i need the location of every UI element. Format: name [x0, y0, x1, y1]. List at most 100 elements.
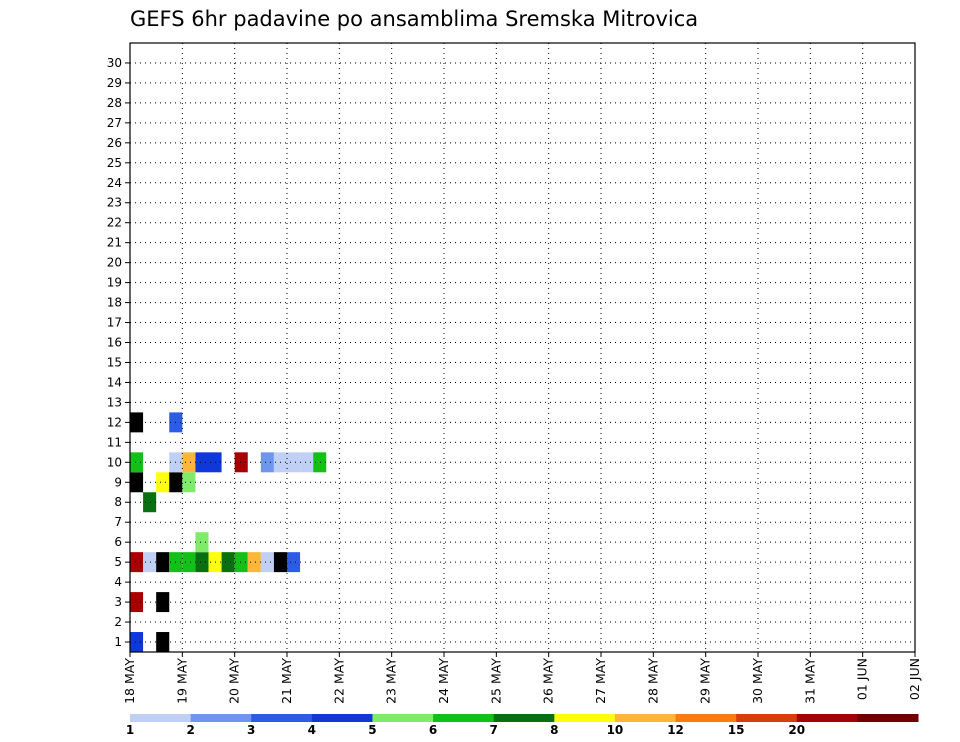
colorbar-label: 2	[186, 723, 194, 737]
colorbar-swatch	[433, 714, 495, 722]
colorbar-label: 10	[607, 723, 624, 737]
colorbar-swatch	[675, 714, 737, 722]
heatmap-cell	[195, 552, 209, 573]
heatmap-cell	[234, 452, 248, 473]
heatmap-cell	[156, 592, 170, 613]
heatmap-cell	[300, 452, 314, 473]
heatmap-cells	[130, 412, 327, 652]
colorbar-label: 15	[728, 723, 745, 737]
colorbar-swatch	[190, 714, 252, 722]
heatmap-cell	[234, 552, 248, 573]
x-tick-label: 02 JUN	[907, 658, 922, 700]
y-tick-label: 19	[107, 276, 122, 290]
heatmap-cell	[195, 452, 209, 473]
y-tick-label: 23	[107, 196, 122, 210]
colorbar-label: 1	[126, 723, 134, 737]
colorbar-swatch	[130, 714, 192, 722]
y-tick-label: 10	[107, 455, 122, 469]
plot-frame	[129, 42, 916, 653]
heatmap-cell	[182, 472, 196, 493]
x-tick-label: 28 MAY	[645, 658, 660, 704]
heatmap-cell	[156, 552, 170, 573]
y-tick-label: 5	[114, 555, 122, 569]
x-tick-label: 19 MAY	[174, 658, 189, 704]
x-tick-label: 24 MAY	[436, 658, 451, 704]
y-tick-label: 13	[107, 395, 122, 409]
colorbar-swatch	[614, 714, 677, 722]
heatmap-cell	[195, 532, 209, 553]
gridlines	[129, 43, 916, 652]
x-tick-label: 21 MAY	[279, 658, 294, 704]
heatmap-cell	[182, 552, 196, 573]
heatmap-cell	[130, 552, 144, 573]
x-tick-label: 22 MAY	[331, 658, 346, 704]
colorbar: 1 2 3 4 5 6 7 8 10 12 15 20	[126, 714, 919, 737]
heatmap-cell	[287, 452, 301, 473]
heatmap-cell	[313, 452, 327, 473]
heatmap-cell	[143, 552, 157, 573]
heatmap-cell	[130, 452, 144, 473]
x-tick-label: 25 MAY	[488, 658, 503, 704]
colorbar-swatch	[857, 714, 919, 722]
y-tick-label: 29	[107, 76, 122, 90]
colorbar-swatch	[736, 714, 798, 722]
colorbar-swatch	[796, 714, 858, 722]
y-tick-label: 27	[107, 116, 122, 130]
colorbar-label: 20	[788, 723, 805, 737]
colorbar-label: 6	[429, 723, 437, 737]
y-tick-label: 8	[114, 495, 122, 509]
colorbar-label: 4	[308, 723, 316, 737]
y-tick-label: 6	[114, 535, 122, 549]
heatmap-cell	[130, 592, 144, 613]
colorbar-swatch	[493, 714, 555, 722]
y-tick-label: 12	[107, 415, 122, 429]
colorbar-swatch	[251, 714, 313, 722]
heatmap-cell	[156, 632, 170, 652]
colorbar-label: 3	[247, 723, 255, 737]
y-tick-label: 9	[114, 475, 122, 489]
x-tick-label: 18 MAY	[122, 658, 137, 704]
y-tick-label: 14	[107, 375, 122, 389]
x-tick-label: 01 JUN	[855, 658, 870, 700]
y-tick-label: 26	[107, 136, 122, 150]
colorbar-swatch	[311, 714, 373, 722]
y-tick-label: 15	[107, 355, 122, 369]
heatmap-cell	[130, 472, 144, 493]
colorbar-label: 7	[490, 723, 498, 737]
y-tick-label: 22	[107, 216, 122, 230]
heatmap-cell	[143, 492, 157, 513]
y-tick-label: 1	[114, 635, 122, 649]
x-tick-label: 26 MAY	[541, 658, 556, 704]
x-tick-label: 20 MAY	[227, 658, 242, 704]
heatmap-cell	[156, 472, 170, 493]
y-tick-label: 20	[107, 256, 122, 270]
y-tick-label: 18	[107, 296, 122, 310]
x-tick-label: 31 MAY	[802, 658, 817, 704]
x-tick-label: 30 MAY	[750, 658, 765, 704]
heatmap-cell	[260, 552, 274, 573]
y-tick-label: 24	[107, 176, 122, 190]
colorbar-label: 5	[368, 723, 376, 737]
y-tick-label: 7	[114, 515, 122, 529]
y-tick-label: 28	[107, 96, 122, 110]
y-tick-label: 21	[107, 236, 122, 250]
heatmap-cell	[182, 452, 196, 473]
heatmap-cell	[247, 552, 261, 573]
x-tick-label: 27 MAY	[593, 658, 608, 704]
heatmap-cell	[130, 412, 144, 433]
x-tick-label: 23 MAY	[384, 658, 399, 704]
y-tick-label: 4	[114, 575, 122, 589]
y-tick-label: 3	[114, 595, 122, 609]
x-axis: 18 MAY 19 MAY 20 MAY 21 MAY 22 MAY 23 MAY 24 M…	[122, 652, 922, 704]
y-tick-label: 17	[107, 316, 122, 330]
colorbar-swatch	[554, 714, 616, 722]
x-tick-label: 29 MAY	[698, 658, 713, 704]
y-tick-label: 30	[107, 56, 122, 70]
heatmap-cell	[130, 632, 144, 652]
y-tick-label: 2	[114, 615, 122, 629]
y-tick-label: 25	[107, 156, 122, 170]
colorbar-label: 8	[550, 723, 558, 737]
heatmap-cell	[287, 552, 301, 573]
chart-title: GEFS 6hr padavine po ansamblima Sremska …	[130, 7, 698, 31]
